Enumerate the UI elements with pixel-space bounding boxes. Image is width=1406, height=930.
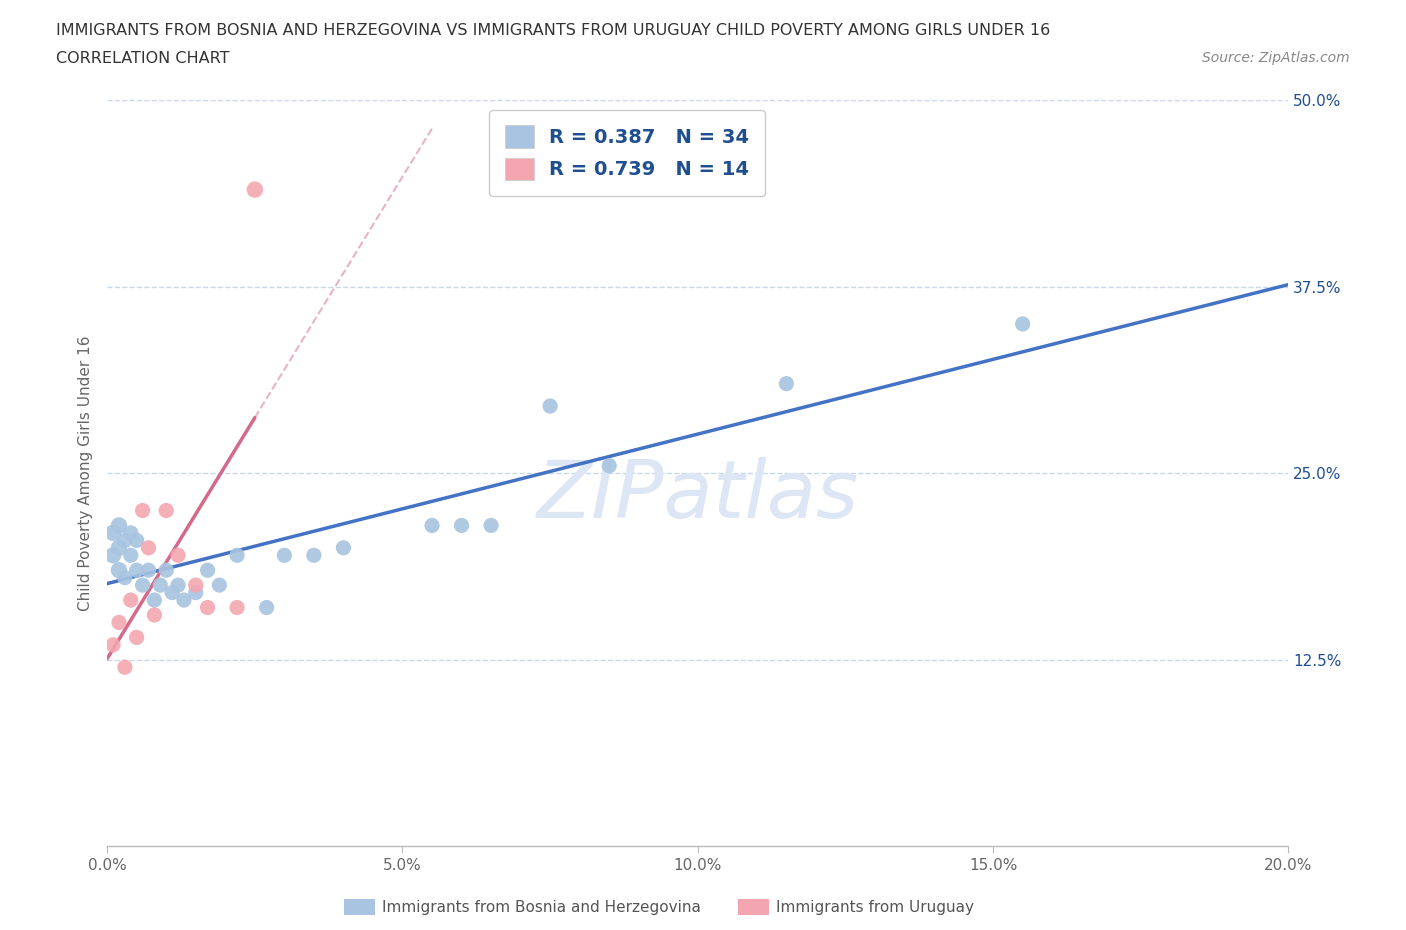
Point <box>479 518 502 533</box>
Point <box>167 548 190 563</box>
Point <box>125 563 148 578</box>
Point <box>125 533 148 548</box>
Point <box>243 182 266 197</box>
Point <box>120 592 142 607</box>
Text: IMMIGRANTS FROM BOSNIA AND HERZEGOVINA VS IMMIGRANTS FROM URUGUAY CHILD POVERTY : IMMIGRANTS FROM BOSNIA AND HERZEGOVINA V… <box>56 23 1050 38</box>
Point <box>538 399 561 414</box>
Point <box>598 458 620 473</box>
Point <box>155 563 177 578</box>
Point <box>1011 316 1033 331</box>
Point <box>101 637 124 652</box>
Point <box>125 630 148 644</box>
Point <box>226 548 249 563</box>
Point <box>184 585 207 600</box>
Text: Source: ZipAtlas.com: Source: ZipAtlas.com <box>1202 51 1350 65</box>
Point <box>302 548 325 563</box>
Point <box>114 659 136 674</box>
Point <box>167 578 190 592</box>
Text: ZIPatlas: ZIPatlas <box>537 457 859 535</box>
Point <box>131 503 153 518</box>
Point <box>101 525 124 540</box>
Point <box>108 540 131 555</box>
Point <box>160 585 183 600</box>
Point <box>143 592 166 607</box>
Text: Immigrants from Bosnia and Herzegovina: Immigrants from Bosnia and Herzegovina <box>382 900 702 915</box>
Point <box>775 377 797 392</box>
Point <box>143 607 166 622</box>
Point <box>173 592 195 607</box>
Point <box>450 518 472 533</box>
Point <box>108 615 131 630</box>
Point <box>138 540 160 555</box>
Point <box>256 600 278 615</box>
Point <box>155 503 177 518</box>
Y-axis label: Child Poverty Among Girls Under 16: Child Poverty Among Girls Under 16 <box>79 336 93 611</box>
Point <box>108 563 131 578</box>
Point <box>197 600 219 615</box>
Point <box>197 563 219 578</box>
Point <box>101 548 124 563</box>
Text: Immigrants from Uruguay: Immigrants from Uruguay <box>776 900 974 915</box>
Point <box>114 570 136 585</box>
Point <box>273 548 295 563</box>
Legend: R = 0.387   N = 34, R = 0.739   N = 14: R = 0.387 N = 34, R = 0.739 N = 14 <box>489 110 765 195</box>
Point <box>149 578 172 592</box>
Point <box>138 563 160 578</box>
Point <box>108 518 131 533</box>
Point <box>420 518 443 533</box>
Point <box>131 578 153 592</box>
Point <box>208 578 231 592</box>
Point <box>114 533 136 548</box>
Point <box>120 525 142 540</box>
Text: CORRELATION CHART: CORRELATION CHART <box>56 51 229 66</box>
Point <box>120 548 142 563</box>
Point <box>332 540 354 555</box>
Point <box>184 578 207 592</box>
Point <box>226 600 249 615</box>
